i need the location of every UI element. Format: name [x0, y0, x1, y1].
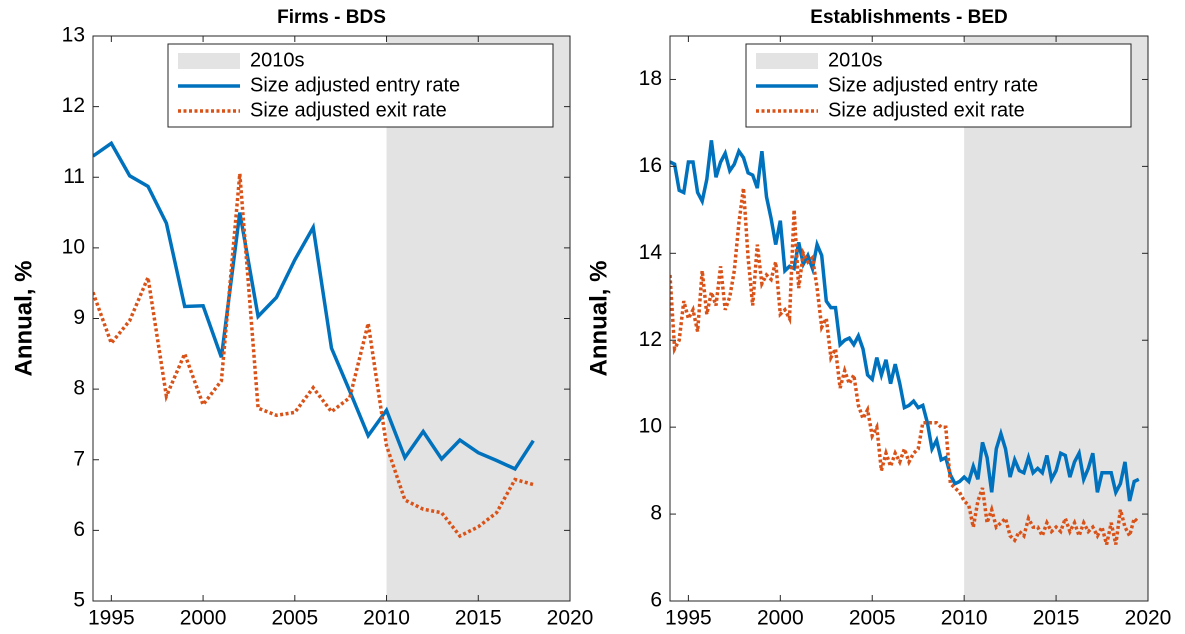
legend-label: Size adjusted exit rate	[250, 99, 447, 121]
y-tick-label: 12	[62, 94, 85, 117]
x-tick-label: 2020	[547, 607, 594, 630]
x-tick-label: 2005	[849, 607, 896, 630]
y-axis-label: Annual, %	[10, 260, 37, 376]
y-tick-label: 11	[63, 165, 85, 188]
y-tick-label: 7	[73, 447, 85, 470]
y-tick-label: 5	[73, 589, 85, 612]
y-tick-label: 16	[639, 154, 662, 177]
series-line	[670, 187, 1141, 545]
y-tick-label: 10	[62, 235, 85, 258]
x-tick-label: 1995	[88, 607, 135, 630]
legend-label: Size adjusted entry rate	[250, 74, 460, 96]
chart-title: Firms - BDS	[277, 7, 386, 28]
x-tick-label: 2020	[1125, 607, 1172, 630]
y-axis-label: Annual, %	[585, 260, 612, 376]
y-tick-label: 9	[73, 306, 85, 329]
y-tick-label: 14	[639, 241, 663, 264]
x-tick-label: 2015	[455, 607, 502, 630]
x-tick-label: 2010	[363, 607, 410, 630]
y-tick-label: 10	[639, 415, 662, 438]
x-tick-label: 2000	[757, 607, 804, 630]
y-tick-label: 8	[650, 502, 662, 525]
legend-label: 2010s	[828, 49, 883, 71]
legend-label: 2010s	[250, 49, 305, 71]
legend-swatch	[756, 53, 818, 69]
x-tick-label: 1995	[665, 607, 712, 630]
y-tick-label: 6	[650, 589, 662, 612]
shade-2010s	[964, 36, 1148, 601]
y-tick-label: 13	[62, 24, 85, 47]
x-tick-label: 2015	[1033, 607, 1080, 630]
chart-title: Establishments - BED	[810, 7, 1007, 28]
series-line	[93, 173, 534, 539]
x-tick-label: 2005	[271, 607, 318, 630]
y-tick-label: 6	[73, 518, 85, 541]
y-tick-label: 8	[73, 377, 85, 400]
legend-label: Size adjusted exit rate	[828, 99, 1025, 121]
x-tick-label: 2000	[180, 607, 227, 630]
axes-box	[669, 35, 1149, 602]
y-tick-label: 12	[639, 328, 662, 351]
x-tick-label: 2010	[941, 607, 988, 630]
series-line	[670, 140, 1140, 502]
legend-swatch	[178, 53, 240, 69]
y-tick-label: 18	[639, 67, 662, 90]
series-line	[93, 140, 535, 472]
legend-label: Size adjusted entry rate	[828, 74, 1038, 96]
